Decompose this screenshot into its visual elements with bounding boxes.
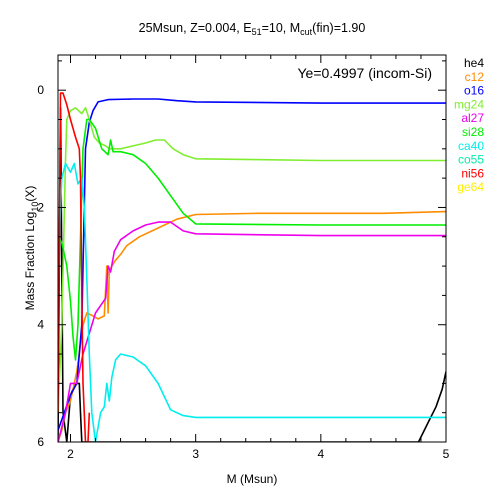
ye-annotation: Ye=0.4997 (incom-Si) — [297, 65, 432, 81]
series-line-si28 — [58, 118, 446, 361]
legend-item-c12: c12 — [465, 70, 485, 84]
y-tick-label: 2 — [37, 200, 44, 214]
y-label-main: Mass Fraction Log — [23, 212, 37, 311]
chart-title: 25Msun, Z=0.004, E51=10, Mcut(fin)=1.90 — [139, 21, 366, 37]
title-e-val: =10, M — [262, 21, 301, 35]
x-tick-label: 2 — [67, 447, 74, 461]
series-line-o16 — [58, 98, 446, 431]
legend-item-ca40: ca40 — [458, 139, 484, 153]
legend-item-al27: al27 — [461, 111, 484, 125]
series-line-he4 — [58, 107, 446, 442]
title-m-sub: cut — [300, 27, 313, 37]
legend-item-ge64: ge64 — [457, 180, 484, 194]
y-label-tail: (X) — [23, 186, 37, 202]
title-model: 25Msun, Z=0.004, E — [139, 21, 252, 35]
y-tick-label: 6 — [37, 435, 44, 449]
x-tick-label: 4 — [317, 447, 324, 461]
y-label-sub: 10 — [30, 202, 40, 212]
x-tick-label: 3 — [192, 447, 199, 461]
legend-item-co55: co55 — [458, 153, 484, 167]
y-tick-label: 4 — [37, 318, 44, 332]
series-line-c12 — [58, 210, 446, 442]
legend-item-o16: o16 — [464, 84, 484, 98]
legend-item-mg24: mg24 — [454, 97, 484, 111]
y-tick-label: 0 — [37, 83, 44, 97]
plot-frame — [57, 54, 447, 443]
series-line-ni56 — [58, 92, 91, 442]
legend-item-he4: he4 — [464, 56, 484, 70]
series-line-al27 — [58, 221, 446, 442]
legend-item-si28: si28 — [462, 125, 484, 139]
title-m-val: (fin)=1.90 — [312, 21, 365, 35]
title-e-sub: 51 — [252, 27, 262, 37]
x-axis-label: M (Msun) — [227, 472, 278, 486]
tick-layer: 2 3 4 5 0 2 4 6 — [37, 55, 450, 461]
series-line-ca40 — [58, 162, 446, 442]
y-axis-label: Mass Fraction Log10(X) — [23, 186, 40, 311]
x-tick-label: 5 — [443, 447, 450, 461]
series-layer — [58, 92, 446, 442]
legend-item-ni56: ni56 — [461, 166, 484, 180]
